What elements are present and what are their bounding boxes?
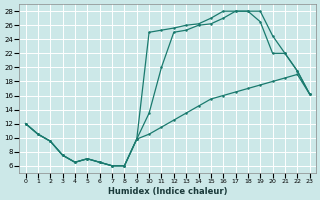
X-axis label: Humidex (Indice chaleur): Humidex (Indice chaleur)	[108, 187, 228, 196]
